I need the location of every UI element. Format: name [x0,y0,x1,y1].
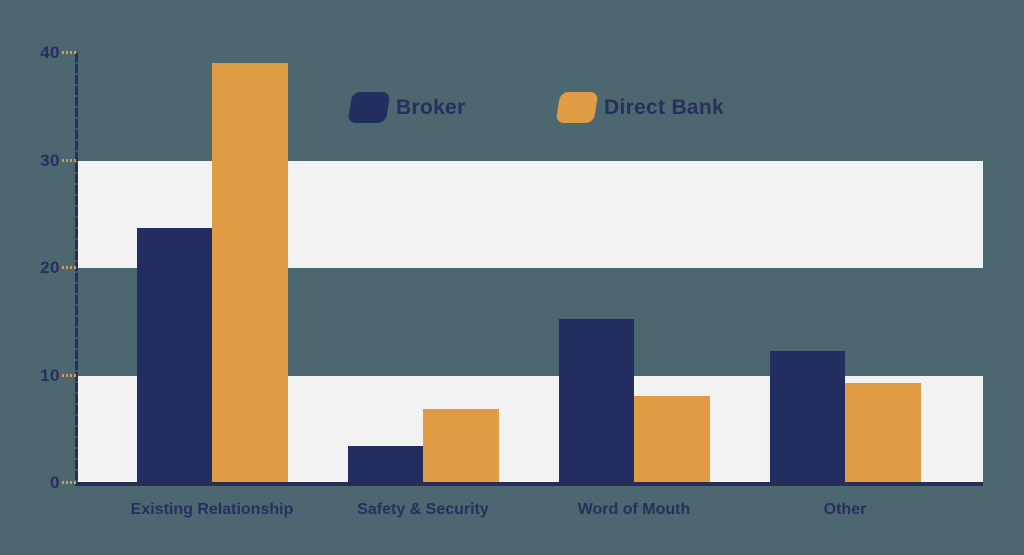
x-axis-line [75,482,983,486]
y-axis-tick [62,481,77,484]
category-label: Word of Mouth [577,501,691,518]
category-label: Existing Relationship [130,501,294,518]
bar-broker-1 [347,446,423,483]
bar-broker-0 [136,228,212,483]
category-label: Other [823,501,867,518]
legend-label-broker: Broker [396,95,466,119]
bar-broker-2 [558,318,634,483]
y-axis-tick [62,158,77,162]
legend-item-direct-bank: Direct Bank [555,92,725,123]
legend-swatch-broker-icon [347,92,391,123]
y-axis-label: 0 [50,473,60,492]
bar-direct-bank-0 [212,62,288,483]
legend-item-broker: Broker [347,92,466,123]
bar-broker-3 [769,350,845,483]
y-axis-label: 10 [40,365,60,385]
category-label: Safety & Security [357,501,489,518]
plot-area [77,53,983,483]
bar-direct-bank-2 [634,395,710,483]
y-axis-line [75,53,78,486]
y-axis-label: 40 [40,43,60,62]
bar-direct-bank-1 [423,408,499,483]
y-axis-label: 30 [40,150,60,170]
legend-label-direct-bank: Direct Bank [604,95,725,119]
y-axis-label: 20 [40,258,60,277]
y-axis-tick [62,266,77,269]
y-axis-tick [62,373,77,377]
y-axis-tick [62,51,77,54]
legend-swatch-direct-bank-icon [555,92,599,123]
bar-direct-bank-3 [845,383,921,483]
